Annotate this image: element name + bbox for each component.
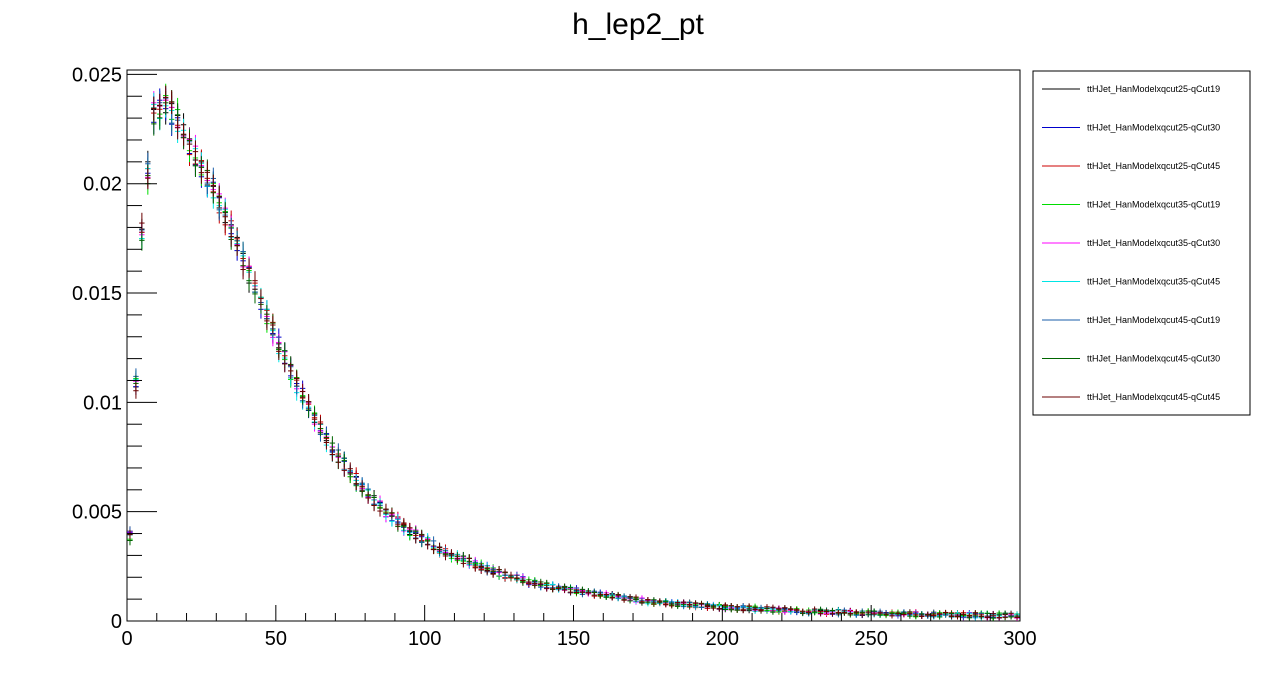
- series-9: [127, 85, 1020, 621]
- legend-label: ttHJet_HanModelxqcut25-qCut45: [1087, 161, 1220, 171]
- legend-item: ttHJet_HanModelxqcut25-qCut45: [1042, 161, 1220, 171]
- legend-label: ttHJet_HanModelxqcut45-qCut45: [1087, 392, 1220, 402]
- legend: ttHJet_HanModelxqcut25-qCut19 ttHJet_HanM…: [1032, 70, 1251, 416]
- legend-label: ttHJet_HanModelxqcut25-qCut19: [1087, 84, 1220, 94]
- y-tick-label: 0.02: [83, 174, 122, 196]
- y-tick-label: 0.005: [72, 502, 122, 524]
- legend-item: ttHJet_HanModelxqcut35-qCut45: [1042, 277, 1220, 287]
- x-tick-label: 300: [1003, 628, 1036, 650]
- legend-label: ttHJet_HanModelxqcut35-qCut45: [1087, 277, 1220, 287]
- axis-layer: 0 50 100 150 200 250 300 0 0.005 0.01 0.015 0.02 0.0…: [72, 64, 1037, 650]
- x-tick-label: 150: [557, 628, 590, 650]
- legend-item: ttHJet_HanModelxqcut45-qCut30: [1042, 354, 1220, 364]
- y-tick-label: 0: [111, 611, 122, 633]
- legend-label: ttHJet_HanModelxqcut45-qCut19: [1087, 315, 1220, 325]
- x-tick-label: 50: [265, 628, 287, 650]
- legend-item: ttHJet_HanModelxqcut45-qCut19: [1042, 315, 1220, 325]
- legend-label: ttHJet_HanModelxqcut25-qCut30: [1087, 123, 1220, 133]
- plot-frame: [126, 69, 1021, 622]
- x-tick-label: 100: [408, 628, 441, 650]
- x-tick-label: 200: [706, 628, 739, 650]
- legend-item: ttHJet_HanModelxqcut45-qCut45: [1042, 392, 1220, 402]
- y-tick-label: 0.025: [72, 64, 122, 86]
- chart-title: h_lep2_pt: [572, 8, 704, 41]
- legend-label: ttHJet_HanModelxqcut45-qCut30: [1087, 354, 1220, 364]
- legend-item: ttHJet_HanModelxqcut25-qCut30: [1042, 123, 1220, 133]
- legend-item: ttHJet_HanModelxqcut25-qCut19: [1042, 84, 1220, 94]
- y-tick-label: 0.015: [72, 283, 122, 305]
- y-tick-label: 0.01: [83, 392, 122, 414]
- legend-label: ttHJet_HanModelxqcut35-qCut19: [1087, 200, 1220, 210]
- legend-label: ttHJet_HanModelxqcut35-qCut30: [1087, 238, 1220, 248]
- data-layer: [127, 83, 1020, 621]
- legend-item: ttHJet_HanModelxqcut35-qCut19: [1042, 200, 1220, 210]
- legend-item: ttHJet_HanModelxqcut35-qCut30: [1042, 238, 1220, 248]
- x-tick-label: 0: [121, 628, 132, 650]
- x-tick-label: 250: [854, 628, 887, 650]
